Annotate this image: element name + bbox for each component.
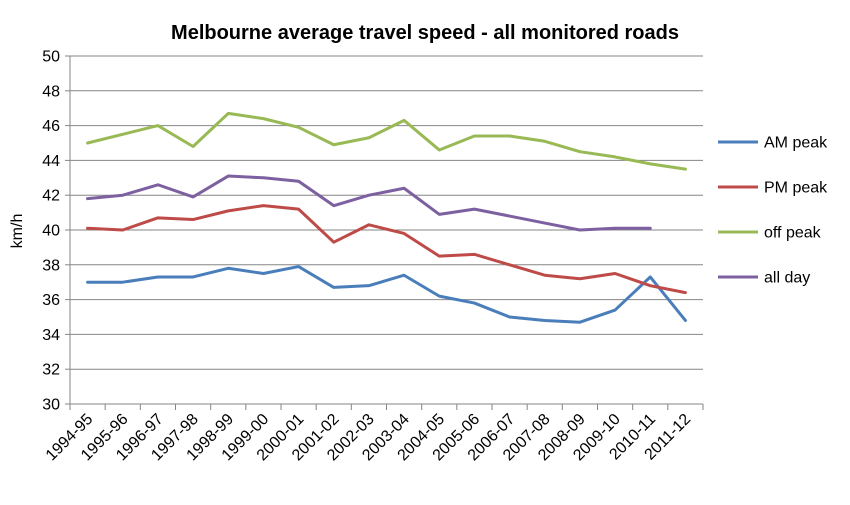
y-tick-label: 42 [42, 188, 60, 205]
series-line-am-peak [86, 265, 687, 324]
y-axis-title: km/h [9, 214, 26, 249]
series-line-off-peak [86, 111, 687, 171]
legend-label: PM peak [764, 180, 828, 197]
y-tick-label: 40 [42, 223, 60, 240]
legend-label: AM peak [764, 135, 828, 152]
legend-label: all day [764, 270, 810, 287]
legend: AM peak PM peak off peak all day [718, 135, 828, 287]
y-tick-labels: 30 32 34 36 38 40 42 44 46 48 50 [42, 49, 60, 414]
x-tick-labels: 1994-951995-961996-971997-981998-991999-… [43, 411, 694, 465]
y-tick-label: 30 [42, 397, 60, 414]
y-tick-label: 44 [42, 153, 60, 170]
axes [65, 55, 704, 410]
y-tick-label: 50 [42, 49, 60, 66]
series-line-pm-peak [86, 204, 687, 295]
y-tick-label: 48 [42, 83, 60, 100]
y-tick-label: 34 [42, 327, 60, 344]
legend-label: off peak [764, 225, 822, 242]
series-lines [86, 111, 687, 324]
chart-title: Melbourne average travel speed - all mon… [171, 22, 679, 44]
y-tick-label: 36 [42, 292, 60, 309]
y-tick-label: 38 [42, 257, 60, 274]
y-tick-label: 32 [42, 362, 60, 379]
series-line-all-day [86, 174, 652, 232]
y-tick-label: 46 [42, 118, 60, 135]
